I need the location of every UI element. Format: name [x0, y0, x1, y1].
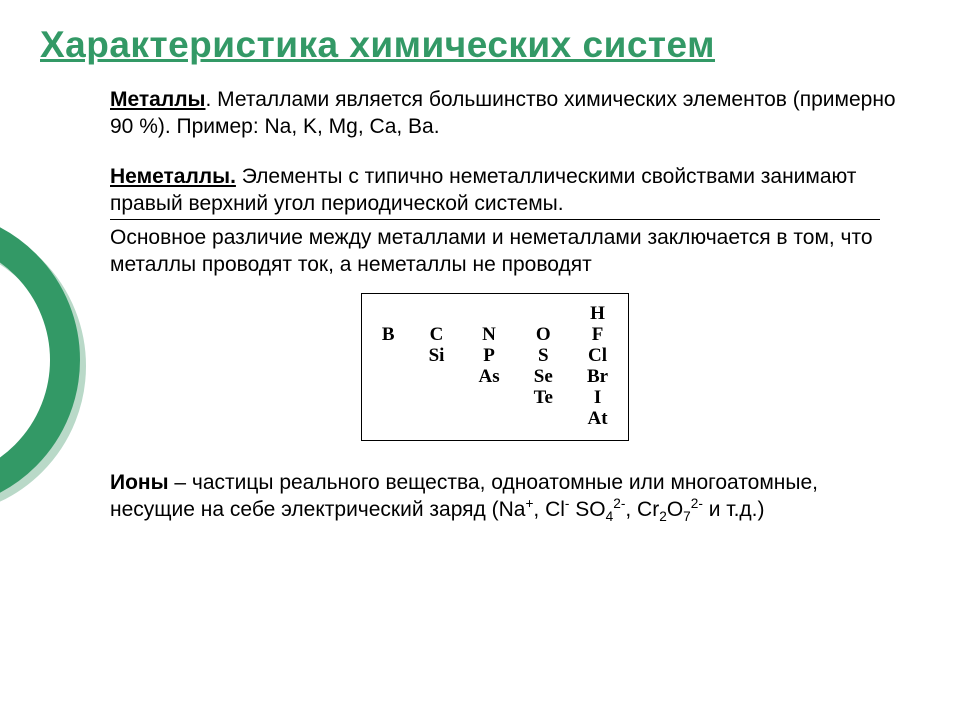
cell: P: [483, 346, 495, 367]
ions-mid1: , Cl: [533, 498, 565, 521]
cell: Si: [429, 346, 445, 367]
cell: Cl: [588, 346, 607, 367]
cell: [541, 409, 546, 430]
difference-paragraph: Основное различие между металлами и неме…: [110, 224, 900, 279]
ions-paragraph: Ионы – частицы реального вещества, одноа…: [110, 469, 890, 524]
cell: [434, 304, 439, 325]
cell: [487, 409, 492, 430]
cell: H: [590, 304, 605, 325]
ions-tail: и т.д.): [703, 498, 765, 521]
cell: [386, 346, 391, 367]
elements-col-5: H F Cl Br I At: [587, 304, 608, 430]
cell: [386, 304, 391, 325]
metals-paragraph: Металлы. Металлами является большинство …: [110, 86, 900, 141]
nonmetals-label: Неметаллы.: [110, 165, 236, 188]
cell: [434, 388, 439, 409]
metals-label: Металлы: [110, 88, 205, 111]
elements-table-wrap: B C Si N P As: [110, 293, 880, 441]
metals-text: Металлами является большинство химически…: [110, 88, 896, 138]
cell: As: [478, 367, 499, 388]
cr-sup: 2-: [691, 496, 703, 511]
cell: At: [587, 409, 607, 430]
cell: C: [430, 325, 444, 346]
cell: [386, 409, 391, 430]
ions-mid2: SO: [569, 498, 605, 521]
cell: B: [382, 325, 395, 346]
cr-sub1: 2: [659, 509, 667, 524]
elements-col-1: B: [382, 304, 395, 430]
cell: Se: [534, 367, 553, 388]
so-sup: 2-: [613, 496, 625, 511]
ions-label: Ионы: [110, 471, 169, 494]
cell: [386, 388, 391, 409]
cell: F: [592, 325, 604, 346]
divider: [110, 219, 880, 220]
cell: [487, 304, 492, 325]
cell: [434, 367, 439, 388]
cell: N: [482, 325, 496, 346]
cr-sub2: 7: [683, 509, 691, 524]
elements-col-3: N P As: [478, 304, 499, 430]
cell: Te: [534, 388, 553, 409]
cell: [434, 409, 439, 430]
cell: [386, 367, 391, 388]
nonmetals-elements-table: B C Si N P As: [361, 293, 629, 441]
cell: O: [536, 325, 551, 346]
page-title: Характеристика химических систем: [40, 24, 715, 66]
so-sub: 4: [606, 509, 614, 524]
cell: [541, 304, 546, 325]
cell: S: [538, 346, 549, 367]
cell: [487, 388, 492, 409]
elements-col-4: O S Se Te: [534, 304, 553, 430]
ions-mid3: , Cr: [625, 498, 659, 521]
nonmetals-paragraph: Неметаллы. Элементы с типично неметаллич…: [110, 163, 900, 218]
ions-mid4: O: [667, 498, 683, 521]
cell: Br: [587, 367, 608, 388]
cell: I: [594, 388, 601, 409]
content-area: Металлы. Металлами является большинство …: [110, 86, 900, 523]
elements-col-2: C Si: [429, 304, 445, 430]
